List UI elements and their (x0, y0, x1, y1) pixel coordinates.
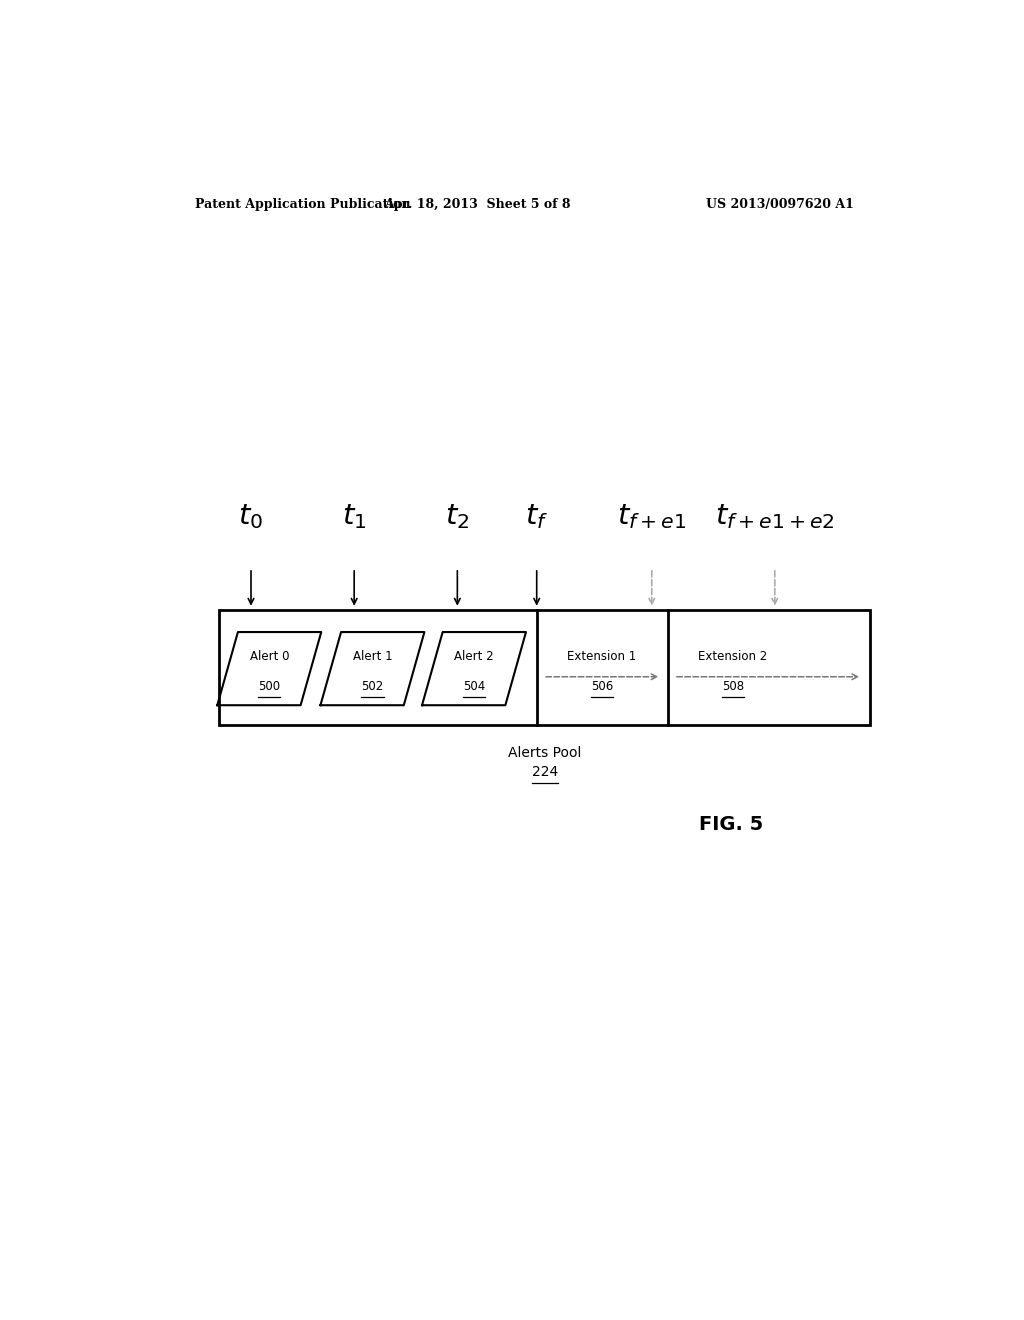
Text: Alerts Pool: Alerts Pool (508, 746, 582, 760)
Text: 508: 508 (722, 680, 743, 693)
Text: 506: 506 (591, 680, 613, 693)
Text: Alert 1: Alert 1 (352, 649, 392, 663)
Text: 502: 502 (361, 680, 384, 693)
Text: 500: 500 (258, 680, 281, 693)
Text: Patent Application Publication: Patent Application Publication (196, 198, 411, 211)
Text: 504: 504 (463, 680, 485, 693)
Text: Alert 0: Alert 0 (250, 649, 289, 663)
Text: $t_2$: $t_2$ (445, 503, 469, 532)
Text: US 2013/0097620 A1: US 2013/0097620 A1 (707, 198, 854, 211)
Text: $t_{f+e1+e2}$: $t_{f+e1+e2}$ (715, 503, 835, 532)
Bar (219, 610, 870, 725)
Text: $t_f$: $t_f$ (525, 503, 548, 532)
Text: Apr. 18, 2013  Sheet 5 of 8: Apr. 18, 2013 Sheet 5 of 8 (384, 198, 570, 211)
Text: 224: 224 (531, 766, 558, 779)
Text: $t_{f+e1}$: $t_{f+e1}$ (617, 503, 686, 532)
Text: Extension 1: Extension 1 (567, 649, 636, 663)
Text: Extension 2: Extension 2 (698, 649, 767, 663)
Text: Alert 2: Alert 2 (455, 649, 494, 663)
Text: FIG. 5: FIG. 5 (699, 814, 764, 834)
Text: $t_0$: $t_0$ (239, 503, 263, 532)
Text: $t_1$: $t_1$ (342, 503, 367, 532)
